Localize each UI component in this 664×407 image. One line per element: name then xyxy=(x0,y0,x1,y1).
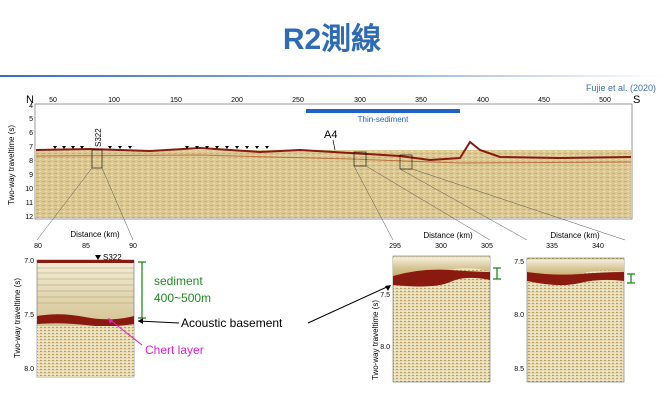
zoom-right-x-tick: 335 xyxy=(546,243,558,250)
main-distance-label: Distance (km) xyxy=(70,230,120,239)
sediment-thickness: 400~500m xyxy=(154,291,211,305)
main-y-tick: 12 xyxy=(25,214,33,221)
zoom-mid-x-tick: 300 xyxy=(435,243,447,250)
thin-sediment-label: Thin-sediment xyxy=(358,115,409,124)
zoom-left-x-tick: 80 xyxy=(34,243,42,250)
station-a4-pointer xyxy=(332,139,336,151)
basement-arrowhead-right xyxy=(385,285,391,291)
main-x-tick: 450 xyxy=(538,97,550,104)
main-x-tick: 400 xyxy=(477,97,489,104)
station-s322-label: S322 xyxy=(94,128,103,147)
sediment-label: sediment xyxy=(154,274,203,288)
main-x-tick: 500 xyxy=(599,97,611,104)
main-y-tick: 10 xyxy=(25,186,33,193)
main-profile: N S 50 100 150 200 250 300 350 400 450 5… xyxy=(7,94,640,239)
basement-arrow-left xyxy=(137,320,180,324)
zoom-right-basement xyxy=(527,272,624,286)
zoom-right-bracket xyxy=(627,273,635,284)
main-x-tick: 350 xyxy=(415,97,427,104)
compass-south: S xyxy=(633,94,640,106)
zoom-right-y-tick: 8.0 xyxy=(514,312,524,319)
zoom-mid-x-tick: 295 xyxy=(389,243,401,250)
main-y-tick: 4 xyxy=(29,103,33,110)
main-y-tick: 11 xyxy=(26,200,33,207)
chert-arrow xyxy=(108,318,143,346)
main-y-axis-label: Two-way traveltime (s) xyxy=(7,125,16,205)
zoom-left-panel: 80 85 90 7.0 7.5 8.0 Two-way traveltime … xyxy=(13,243,391,378)
main-y-tick: 9 xyxy=(29,172,33,179)
zoom-box-mid xyxy=(353,151,367,167)
main-y-tick: 7 xyxy=(29,144,33,151)
zoom-right-x-tick: 340 xyxy=(592,243,604,250)
main-y-tick: 6 xyxy=(29,130,33,137)
main-x-tick: 250 xyxy=(292,97,304,104)
zoom-left-y-tick: 8.0 xyxy=(24,366,34,373)
main-x-tick: 100 xyxy=(108,97,120,104)
title-rule xyxy=(0,75,664,77)
station-markers xyxy=(53,146,269,149)
basement-arrowhead-left xyxy=(138,318,143,324)
main-seismic-data xyxy=(36,150,631,218)
chert-arrowhead xyxy=(108,318,113,324)
zoom-left-seafloor xyxy=(37,260,134,263)
main-y-tick: 5 xyxy=(29,116,33,123)
zoom-box-right xyxy=(399,154,413,170)
zoom-right-y-tick: 8.5 xyxy=(514,366,524,373)
zoom-left-basement xyxy=(37,314,134,327)
zoom-mid-basement xyxy=(393,269,490,287)
zoom-connectors xyxy=(36,165,626,241)
zoom-left-y-tick: 7.5 xyxy=(24,312,34,319)
zoom-mid-panel: Distance (km) 295 300 305 7.5 8.0 Two-wa… xyxy=(371,231,501,383)
zoom-mid-y-tick: 7.5 xyxy=(380,292,390,299)
zoom-right-sediment xyxy=(527,260,624,277)
zoom-left-strata xyxy=(37,267,134,304)
page-title: R2測線 xyxy=(282,23,382,56)
zoom-left-x-tick: 85 xyxy=(82,243,90,250)
zoom-left-x-tick: 90 xyxy=(129,243,137,250)
station-a4-label: A4 xyxy=(324,129,337,141)
thin-sediment-bar xyxy=(306,109,460,113)
chert-layer-label: Chert layer xyxy=(145,343,204,357)
zoom-right-distance-label: Distance (km) xyxy=(550,231,600,240)
zoom-left-y-axis-label: Two-way traveltime (s) xyxy=(13,278,22,358)
sediment-bracket xyxy=(138,261,146,319)
main-x-tick: 300 xyxy=(354,97,366,104)
compass-north: N xyxy=(26,94,34,106)
zoom-mid-bracket xyxy=(493,267,501,280)
main-y-tick: 8 xyxy=(29,158,33,165)
acoustic-basement-label: Acoustic basement xyxy=(181,316,283,330)
zoom-right-y-tick: 7.5 xyxy=(514,259,524,266)
zoom-mid-y-axis-label: Two-way traveltime (s) xyxy=(371,300,380,380)
zoom-mid-x-tick: 305 xyxy=(481,243,493,250)
main-x-tick: 200 xyxy=(231,97,243,104)
main-x-tick: 50 xyxy=(49,97,57,104)
zoom-right-panel: Distance (km) 335 340 7.5 8.0 8.5 xyxy=(514,231,635,383)
zoom-left-station-label: S322 xyxy=(103,253,122,262)
main-x-tick: 150 xyxy=(170,97,182,104)
zoom-mid-distance-label: Distance (km) xyxy=(423,231,473,240)
zoom-left-y-tick: 7.0 xyxy=(24,258,34,265)
figure-credit: Fujie et al. (2020) xyxy=(585,83,656,93)
zoom-mid-y-tick: 8.0 xyxy=(380,344,390,351)
basement-reflector xyxy=(35,154,632,164)
zoom-left-basement-noise xyxy=(37,326,134,377)
zoom-box-left xyxy=(91,149,103,169)
basement-arrow-right xyxy=(307,285,390,324)
zoom-left-station-marker xyxy=(95,255,101,260)
